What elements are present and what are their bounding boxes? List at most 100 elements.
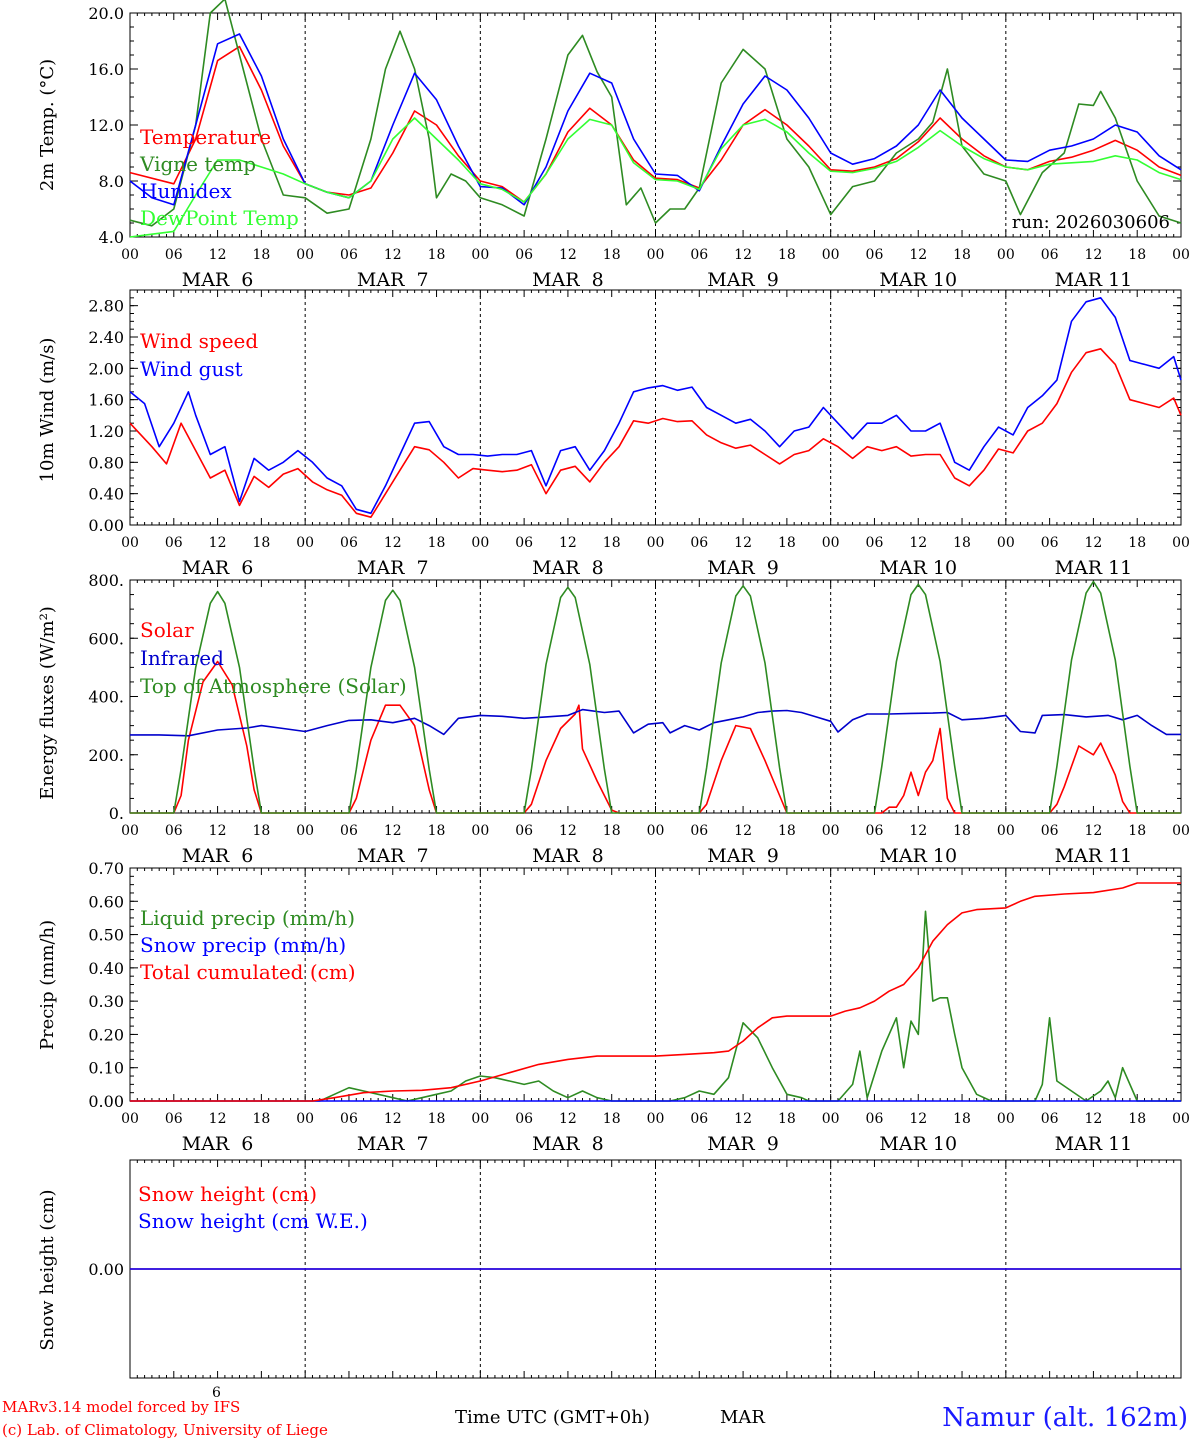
x-hour-label: 12 xyxy=(1085,535,1103,551)
x-hour-label: 00 xyxy=(647,823,665,839)
x-hour-label: 12 xyxy=(384,1111,402,1127)
y-tick-label: 0.00 xyxy=(88,1092,124,1111)
x-hour-label: 12 xyxy=(734,535,752,551)
x-hour-label: 12 xyxy=(559,247,577,263)
y-tick-label: 8.0 xyxy=(99,172,124,191)
y-tick-label: 1.20 xyxy=(88,422,124,441)
x-hour-label: 06 xyxy=(165,823,183,839)
x-hour-label: 00 xyxy=(1172,535,1190,551)
x-hour-label: 00 xyxy=(121,535,139,551)
y-tick-label: 600. xyxy=(88,629,124,648)
series-wind-gust xyxy=(129,296,1182,515)
x-hour-label: 00 xyxy=(997,1111,1015,1127)
x-day-label: MAR 6 xyxy=(182,845,254,867)
series-liquid-precip-mm-h xyxy=(130,910,1181,1102)
y-axis-title: 10m Wind (m/s) xyxy=(37,338,58,483)
x-hour-label: 18 xyxy=(778,535,796,551)
x-hour-label: 06 xyxy=(515,247,533,263)
x-hour-label: 00 xyxy=(822,1111,840,1127)
legend-entry: Wind gust xyxy=(140,357,243,381)
x-hour-label: 00 xyxy=(1172,247,1190,263)
panel-2: 0.00 0.40 0.80 1.20 1.60 2.00 2.40 2.80 10m Wind… xyxy=(37,289,1190,579)
x-hour-label: 00 xyxy=(121,247,139,263)
x-hour-label: 18 xyxy=(603,823,621,839)
y-tick-label: 0.50 xyxy=(88,926,124,945)
series-infrared xyxy=(130,708,1181,737)
x-hour-label: 06 xyxy=(515,823,533,839)
x-hour-label: 00 xyxy=(121,1111,139,1127)
legend-entry: Wind speed xyxy=(140,329,258,353)
x-hour-label: 18 xyxy=(428,535,446,551)
y-tick-label: 2.00 xyxy=(88,359,124,378)
x-hour-label: 00 xyxy=(471,1111,489,1127)
x-hour-label: 12 xyxy=(384,535,402,551)
x-hour-label: 06 xyxy=(866,535,884,551)
model-credit: MARv3.14 model forced by IFS xyxy=(2,1398,240,1416)
x-hour-label: 18 xyxy=(252,823,270,839)
y-tick-label: 0. xyxy=(109,804,124,823)
x-hour-label: 06 xyxy=(515,1111,533,1127)
x-day-label: MAR 6 xyxy=(182,269,254,291)
x-day-label: MAR 11 xyxy=(1055,845,1133,867)
x-hour-label: 12 xyxy=(384,247,402,263)
x-day-label: MAR 7 xyxy=(357,845,429,867)
legend-entry: Temperature xyxy=(140,125,271,149)
legend-entry: Snow precip (mm/h) xyxy=(140,933,346,957)
x-hour-label: 12 xyxy=(559,823,577,839)
series-total-cumulated-cm xyxy=(130,882,1181,1102)
x-day-label: MAR 6 xyxy=(182,557,254,579)
y-tick-label: 2.80 xyxy=(88,297,124,316)
x-hour-label: 18 xyxy=(1128,1111,1146,1127)
y-tick-label: 0.40 xyxy=(88,959,124,978)
x-hour-label: 00 xyxy=(471,535,489,551)
y-tick-label: 800. xyxy=(88,571,124,590)
x-hour-label: 06 xyxy=(515,535,533,551)
x-hour-label: 12 xyxy=(1085,1111,1103,1127)
x-hour-label: 06 xyxy=(165,1111,183,1127)
x-day-label: MAR 9 xyxy=(707,557,779,579)
legend-entry: Humidex xyxy=(140,179,232,203)
y-tick-label: 0.10 xyxy=(88,1059,124,1078)
legend-entry: Top of Atmosphere (Solar) xyxy=(140,674,407,698)
x-hour-label: 18 xyxy=(428,247,446,263)
y-axis-title: Energy fluxes (W/m²) xyxy=(37,606,58,800)
x-hour-label: 06 xyxy=(690,247,708,263)
x-hour-label: 12 xyxy=(734,1111,752,1127)
x-hour-label: 18 xyxy=(1128,247,1146,263)
x-hour-label: 06 xyxy=(866,823,884,839)
y-tick-label: 0.80 xyxy=(88,453,124,472)
footer: MARv3.14 model forced by IFS (c) Lab. of… xyxy=(2,1385,1188,1439)
y-axis-title: 2m Temp. (°C) xyxy=(37,59,58,191)
x-hour-label: 06 xyxy=(165,247,183,263)
first-day-number: 6 xyxy=(212,1385,221,1401)
y-tick-label: 4.0 xyxy=(99,228,124,247)
x-hour-label: 00 xyxy=(997,823,1015,839)
y-tick-label: 0.00 xyxy=(88,516,124,535)
y-tick-label: 2.40 xyxy=(88,328,124,347)
x-day-label: MAR 11 xyxy=(1055,557,1133,579)
y-axis-title: Precip (mm/h) xyxy=(37,920,58,1050)
x-hour-label: 12 xyxy=(909,535,927,551)
x-hour-label: 00 xyxy=(647,1111,665,1127)
x-day-label: MAR 8 xyxy=(532,845,604,867)
x-hour-label: 06 xyxy=(1041,1111,1059,1127)
y-tick-label: 400. xyxy=(88,688,124,707)
x-hour-label: 00 xyxy=(822,247,840,263)
x-hour-label: 12 xyxy=(734,823,752,839)
x-hour-label: 06 xyxy=(866,247,884,263)
x-day-label: MAR 6 xyxy=(182,1133,254,1155)
y-tick-label: 20.0 xyxy=(88,4,124,23)
series-wind-speed xyxy=(129,347,1182,519)
x-hour-label: 18 xyxy=(953,1111,971,1127)
legend-entry: Infrared xyxy=(140,646,224,670)
x-hour-label: 12 xyxy=(1085,247,1103,263)
series-dewpoint-temp xyxy=(129,117,1182,238)
x-hour-label: 18 xyxy=(778,823,796,839)
x-day-label: MAR 7 xyxy=(357,269,429,291)
y-tick-label: 0.00 xyxy=(88,1260,124,1279)
x-day-label: MAR 11 xyxy=(1055,269,1133,291)
station-name: Namur (alt. 162m) xyxy=(942,1403,1188,1433)
y-tick-label: 0.40 xyxy=(88,485,124,504)
x-hour-label: 06 xyxy=(690,1111,708,1127)
